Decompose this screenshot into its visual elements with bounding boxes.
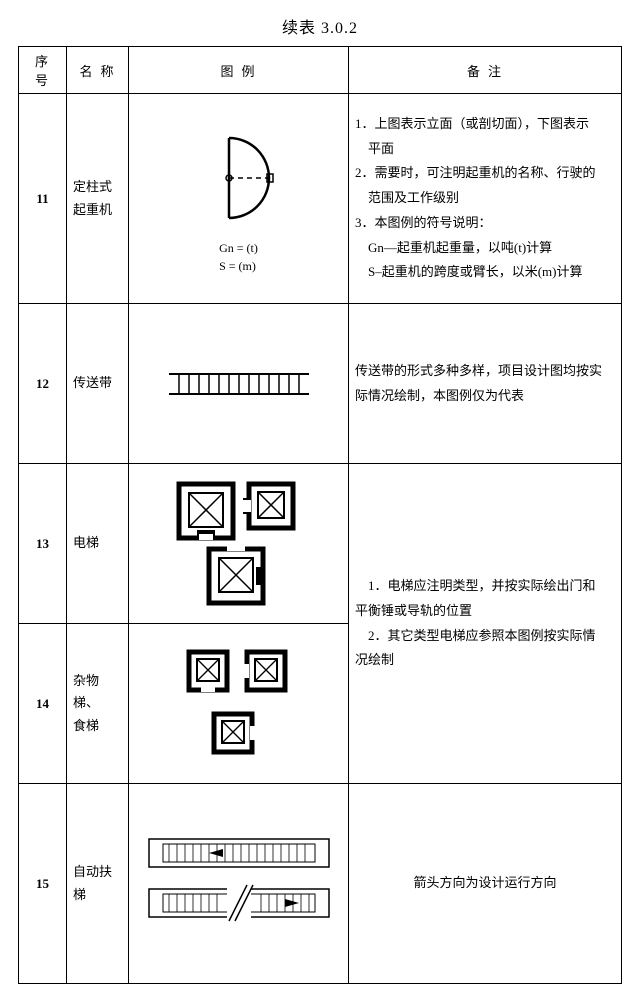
s-line: S = (m) [219,259,256,273]
elevator-icon [154,479,324,609]
crane-icon [184,123,294,233]
name-text: 杂物梯、 食梯 [73,673,99,732]
note-line: S–起重机的跨度或臂长，以米(m)计算 [355,264,583,279]
note-line: 3．本图例的符号说明： [355,215,492,230]
row-num: 15 [19,784,67,984]
note-line: Gn—起重机起重量，以吨(t)计算 [355,240,552,255]
row-figure [129,304,349,464]
row-num: 14 [19,624,67,784]
row-note-merged: 1．电梯应注明类型，并按实际绘出门和 平衡锤或导轨的位置 2．其它类型电梯应参照… [349,464,622,784]
note-line: 2．需要时，可注明起重机的名称、行驶的 [355,165,596,180]
note-line: 平面 [355,141,394,156]
dumbwaiter-icon [159,644,319,764]
table-header-row: 序号 名称 图例 备注 [19,47,622,94]
note-line: 况绘制 [355,652,394,667]
gn-line: Gn = (t) [219,241,258,255]
figure-label: Gn = (t) S = (m) [219,239,258,275]
note-line: 箭头方向为设计运行方向 [413,875,556,890]
note-line: 范围及工作级别 [355,190,459,205]
row-figure [129,624,349,784]
row-figure [129,464,349,624]
note-line: 2．其它类型电梯应参照本图例按实际情 [355,628,596,643]
note-line: 传送带的形式多种多样，项目设计图均按实 [355,363,602,378]
table-row: 15 自动扶梯 [19,784,622,984]
page: 续表 3.0.2 序号 名称 图例 备注 11 定柱式 起重机 [0,0,640,1005]
table-row: 12 传送带 传送带的形 [19,304,622,464]
row-note: 箭头方向为设计运行方向 [349,784,622,984]
table-row: 11 定柱式 起重机 Gn = (t) S = (m) [19,94,622,304]
row-name: 电梯 [67,464,129,624]
row-name: 杂物梯、 食梯 [67,624,129,784]
table-title: 续表 3.0.2 [18,14,622,38]
row-note: 传送带的形式多种多样，项目设计图均按实 际情况绘制，本图例仅为代表 [349,304,622,464]
table-row: 13 电梯 [19,464,622,624]
row-note: 1．上图表示立面（或剖切面），下图表示 平面 2．需要时，可注明起重机的名称、行… [349,94,622,304]
row-figure [129,784,349,984]
note-line: 际情况绘制，本图例仅为代表 [355,388,524,403]
note-line: 平衡锤或导轨的位置 [355,603,472,618]
escalator-icon [139,824,339,944]
note-line: 1．上图表示立面（或剖切面），下图表示 [355,116,589,131]
row-name: 自动扶梯 [67,784,129,984]
row-num: 12 [19,304,67,464]
symbol-table: 序号 名称 图例 备注 11 定柱式 起重机 [18,46,622,984]
header-figure: 图例 [129,47,349,94]
header-num: 序号 [19,47,67,94]
row-name: 传送带 [67,304,129,464]
row-num: 13 [19,464,67,624]
name-text: 定柱式 起重机 [73,179,112,216]
header-name: 名称 [67,47,129,94]
header-note: 备注 [349,47,622,94]
row-figure: Gn = (t) S = (m) [129,94,349,304]
note-line: 1．电梯应注明类型，并按实际绘出门和 [355,578,596,593]
row-name: 定柱式 起重机 [67,94,129,304]
row-num: 11 [19,94,67,304]
conveyor-icon [164,364,314,404]
